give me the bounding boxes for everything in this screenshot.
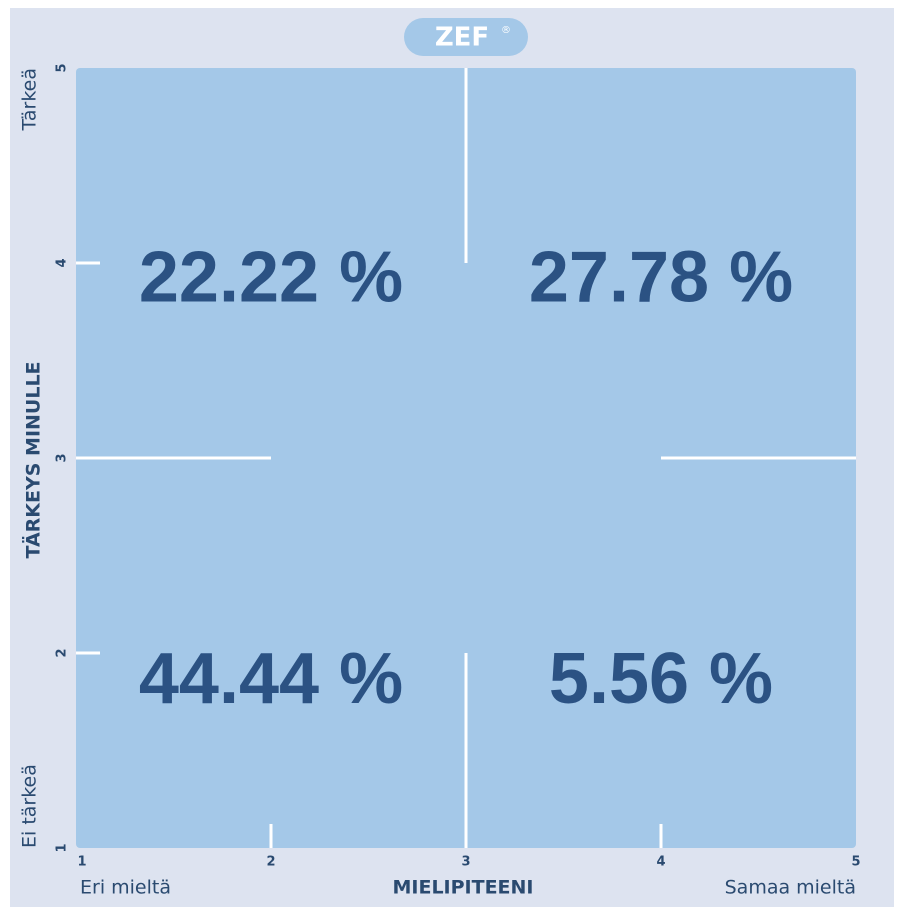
y-tick-label: 2 — [55, 648, 70, 657]
y-tick-label: 1 — [55, 843, 70, 852]
quadrant-percentage: 22.22 % — [139, 238, 403, 318]
plot-area — [76, 68, 856, 848]
x-tick-label: 4 — [656, 855, 665, 870]
x-axis-label: MIELIPITEENI — [392, 877, 533, 899]
quadrant-percentage: 5.56 % — [549, 639, 773, 719]
y-axis-label: TÄRKEYS MINULLE — [21, 361, 45, 558]
quadrant-percentage: 27.78 % — [529, 238, 793, 318]
x-tick-label: 3 — [461, 855, 470, 870]
y-tick-label: 5 — [55, 63, 70, 72]
x-high-label: Samaa mieltä — [725, 877, 856, 899]
x-tick-label: 1 — [77, 855, 86, 870]
logo-pill — [404, 18, 528, 56]
logo: ZEF — [435, 23, 489, 53]
quadrant-percentage: 44.44 % — [139, 639, 403, 719]
y-tick-label: 4 — [55, 258, 70, 267]
x-tick-label: 5 — [851, 855, 860, 870]
y-low-label: Ei tärkeä — [19, 764, 41, 848]
y-high-label: Tärkeä — [19, 68, 41, 132]
x-tick-label: 2 — [266, 855, 275, 870]
y-tick-label: 3 — [55, 453, 70, 462]
x-low-label: Eri mieltä — [80, 877, 171, 899]
logo-mark: ® — [501, 25, 511, 36]
